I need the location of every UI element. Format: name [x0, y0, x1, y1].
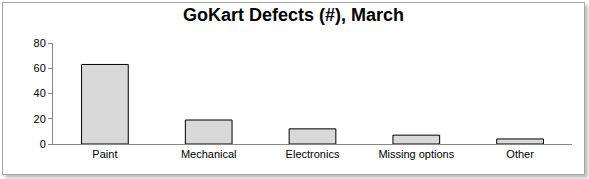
svg-text:80: 80 — [34, 37, 46, 49]
svg-text:Paint: Paint — [92, 148, 117, 160]
svg-text:40: 40 — [34, 87, 46, 99]
svg-text:GoKart Defects (#), March: GoKart Defects (#), March — [183, 5, 404, 25]
svg-text:0: 0 — [40, 138, 46, 150]
svg-text:20: 20 — [34, 113, 46, 125]
svg-text:Missing options: Missing options — [378, 148, 454, 160]
svg-text:Mechanical: Mechanical — [181, 148, 237, 160]
svg-text:Other: Other — [506, 148, 534, 160]
svg-text:60: 60 — [34, 62, 46, 74]
svg-text:Electronics: Electronics — [286, 148, 340, 160]
